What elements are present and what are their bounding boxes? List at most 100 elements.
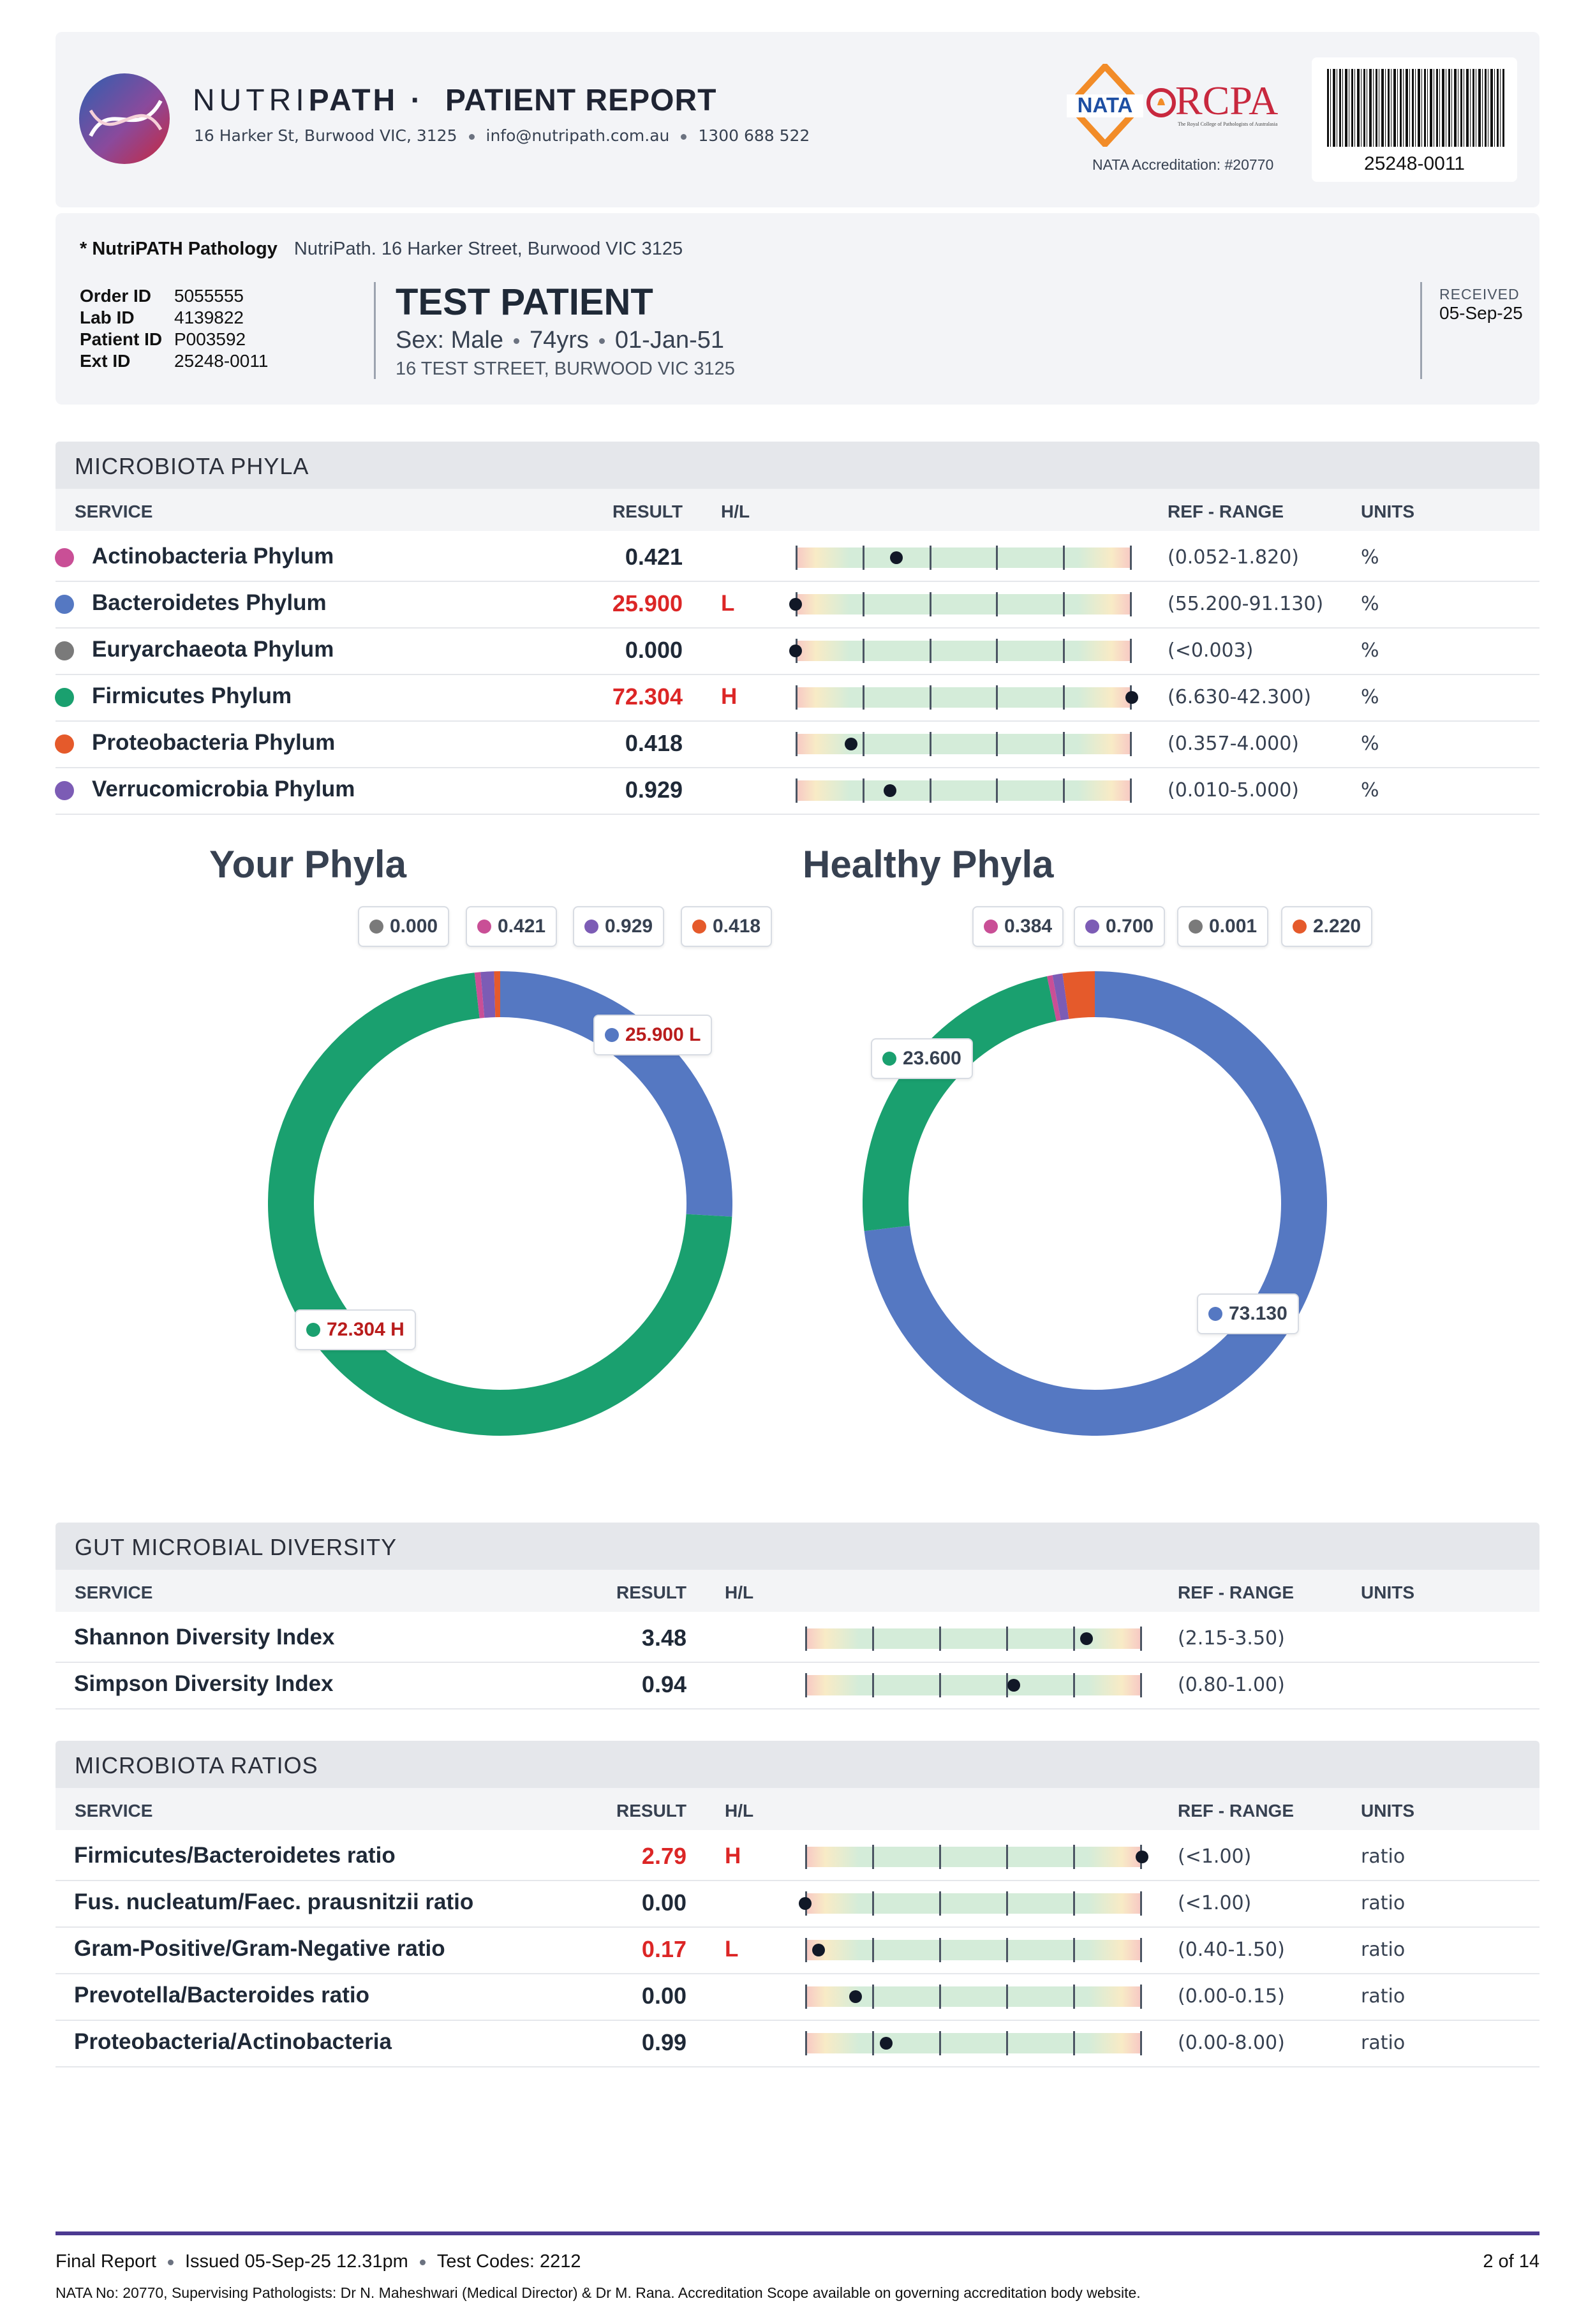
phylum-color-dot [55, 734, 74, 754]
healthy-phyla-donut [863, 971, 1327, 1436]
gauge-tick [872, 1891, 874, 1916]
gauge-tick [805, 1845, 807, 1869]
column-header-ref: REF - RANGE [1168, 502, 1284, 521]
gauge-tick [1006, 1627, 1008, 1651]
gauge-tick [796, 732, 798, 756]
patient-ids: Order ID 5055555 Lab ID 4139822 Patient ID… [80, 285, 268, 372]
gauge-tick [862, 685, 864, 710]
gauge-tick [1130, 778, 1132, 803]
donut-slice-verrucomicrobia-phylum [1052, 973, 1069, 1020]
lab-name: * NutriPATH Pathology [80, 239, 278, 259]
gauge-tick [862, 639, 864, 663]
gauge-tick [939, 1673, 941, 1697]
result-value: 72.304 [612, 683, 683, 710]
id-value: P003592 [174, 329, 246, 349]
column-header-ref: REF - RANGE [1178, 1801, 1294, 1821]
column-header-result: RESULT [616, 1583, 686, 1602]
id-row: Lab ID 4139822 [80, 307, 268, 329]
data-label-pill: 73.130 [1197, 1293, 1299, 1334]
gauge-tick [1006, 1938, 1008, 1962]
gauge-tick [1073, 2031, 1075, 2055]
data-label-pill: 0.700 [1074, 906, 1166, 947]
service-name: Gram-Positive/Gram-Negative ratio [74, 1936, 445, 1961]
section-header: GUT MICROBIAL DIVERSITY [56, 1523, 1539, 1570]
service-name: Actinobacteria Phylum [92, 544, 334, 569]
gauge-marker [1125, 691, 1138, 704]
patient-age: 74yrs [529, 327, 589, 354]
result-value: 0.00 [641, 1889, 686, 1916]
report-title: PATIENT REPORT [445, 84, 717, 117]
column-header-units: UNITS [1361, 1801, 1414, 1821]
section-title: MICROBIOTA RATIOS [75, 1752, 318, 1778]
gauge-bar [805, 1675, 1142, 1695]
gauge-marker [844, 738, 857, 750]
barcode-icon [1327, 69, 1504, 147]
nata-logo: NATA [1065, 61, 1145, 149]
rcpa-text: RCPA [1175, 80, 1278, 123]
legend-dot [692, 920, 706, 934]
gauge-tick [805, 1673, 807, 1697]
footer-rule [56, 2231, 1539, 2235]
lab-email[interactable]: info@nutripath.com.au [486, 126, 670, 145]
separator-dot [468, 133, 475, 140]
row-divider [56, 814, 1539, 815]
your-phyla-title: Your Phyla [209, 843, 406, 886]
gauge-tick [1006, 1845, 1008, 1869]
gauge-tick [1073, 1627, 1075, 1651]
nata-accreditation: NATA Accreditation: #20770 [1092, 156, 1274, 173]
brand-name-light: NUTRI [193, 84, 309, 117]
gauge-tick [862, 778, 864, 803]
units: ratio [1361, 1939, 1406, 1961]
gauge-tick [872, 1673, 874, 1697]
patient-panel [56, 213, 1539, 405]
donut-slice-bacteroidetes-phylum [500, 971, 732, 1217]
gauge-tick [1140, 1985, 1142, 2009]
legend-dot [1208, 1307, 1222, 1321]
units: ratio [1361, 2032, 1406, 2054]
data-label-text: 23.600 [903, 1048, 961, 1069]
gauge-tick [796, 778, 798, 803]
result-value: 2.79 [641, 1843, 686, 1869]
data-label-text: 0.000 [390, 916, 438, 937]
reference-range: (<0.003) [1168, 639, 1254, 662]
service-name: Prevotella/Bacteroides ratio [74, 1983, 369, 2007]
units: ratio [1361, 1985, 1406, 2007]
section-title: GUT MICROBIAL DIVERSITY [75, 1534, 397, 1560]
report-status: Final Report [56, 2251, 156, 2272]
service-name: Firmicutes Phylum [92, 683, 292, 708]
legend-dot [984, 920, 998, 934]
column-header-hl: H/L [725, 1801, 754, 1821]
column-header-hl: H/L [725, 1583, 754, 1602]
id-label: Order ID [80, 286, 152, 306]
range-gauge [796, 685, 1138, 710]
reference-range: (0.010-5.000) [1168, 779, 1300, 801]
gauge-bar [796, 687, 1132, 708]
gauge-bar [805, 1893, 1142, 1914]
gauge-marker [789, 644, 802, 657]
data-label-text: 0.700 [1106, 916, 1154, 937]
range-gauge [805, 1985, 1142, 2009]
id-value: 4139822 [174, 308, 244, 327]
result-value: 25.900 [612, 590, 683, 616]
result-flag: L [725, 1937, 739, 1962]
column-header-units: UNITS [1361, 1583, 1414, 1602]
gauge-tick [939, 1627, 941, 1651]
column-header-units: UNITS [1361, 502, 1414, 521]
donut-slice-proteobacteria-phylum [1062, 971, 1095, 1019]
result-value: 0.421 [625, 544, 683, 570]
legend-dot [1189, 920, 1203, 934]
gauge-tick [939, 1938, 941, 1962]
lab-info: * NutriPATH Pathology NutriPath. 16 Harke… [80, 239, 683, 260]
gauge-marker [849, 1990, 863, 2003]
section-title: MICROBIOTA PHYLA [75, 453, 309, 479]
result-value: 0.94 [641, 1671, 686, 1697]
result-value: 0.929 [625, 777, 683, 803]
gauge-tick [1140, 1673, 1142, 1697]
phylum-color-dot [55, 595, 74, 614]
row-divider [56, 2020, 1539, 2021]
id-label: Ext ID [80, 351, 131, 371]
units: % [1361, 733, 1379, 755]
brand-separator: · [410, 84, 424, 117]
gauge-tick [1073, 1985, 1075, 2009]
section-header: MICROBIOTA PHYLA [56, 442, 1539, 489]
